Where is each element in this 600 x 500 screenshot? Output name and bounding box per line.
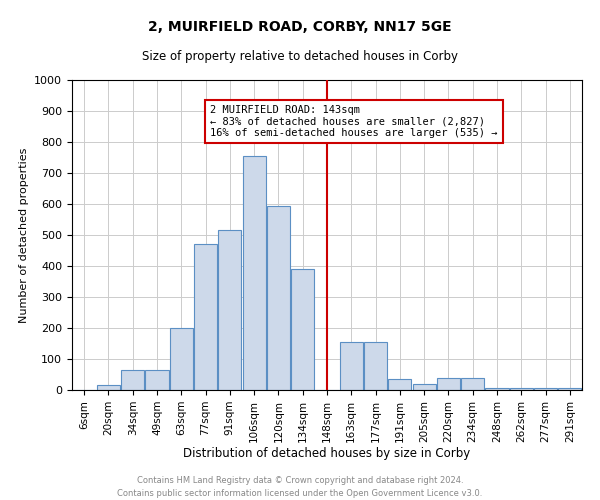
X-axis label: Distribution of detached houses by size in Corby: Distribution of detached houses by size …: [184, 448, 470, 460]
Bar: [121, 370, 144, 390]
Bar: [559, 388, 581, 390]
Bar: [218, 230, 241, 390]
Bar: [534, 388, 557, 390]
Y-axis label: Number of detached properties: Number of detached properties: [19, 148, 29, 322]
Bar: [388, 379, 412, 390]
Bar: [242, 156, 266, 390]
Bar: [510, 388, 533, 390]
Bar: [291, 269, 314, 390]
Bar: [485, 388, 509, 390]
Bar: [194, 244, 217, 390]
Text: 2, MUIRFIELD ROAD, CORBY, NN17 5GE: 2, MUIRFIELD ROAD, CORBY, NN17 5GE: [148, 20, 452, 34]
Bar: [170, 328, 193, 390]
Bar: [97, 386, 120, 390]
Bar: [267, 206, 290, 390]
Text: 2 MUIRFIELD ROAD: 143sqm
← 83% of detached houses are smaller (2,827)
16% of sem: 2 MUIRFIELD ROAD: 143sqm ← 83% of detach…: [211, 105, 498, 138]
Bar: [413, 384, 436, 390]
Bar: [340, 342, 363, 390]
Text: Size of property relative to detached houses in Corby: Size of property relative to detached ho…: [142, 50, 458, 63]
Bar: [145, 370, 169, 390]
Bar: [461, 378, 484, 390]
Bar: [437, 378, 460, 390]
Text: Contains HM Land Registry data © Crown copyright and database right 2024.
Contai: Contains HM Land Registry data © Crown c…: [118, 476, 482, 498]
Bar: [364, 342, 387, 390]
